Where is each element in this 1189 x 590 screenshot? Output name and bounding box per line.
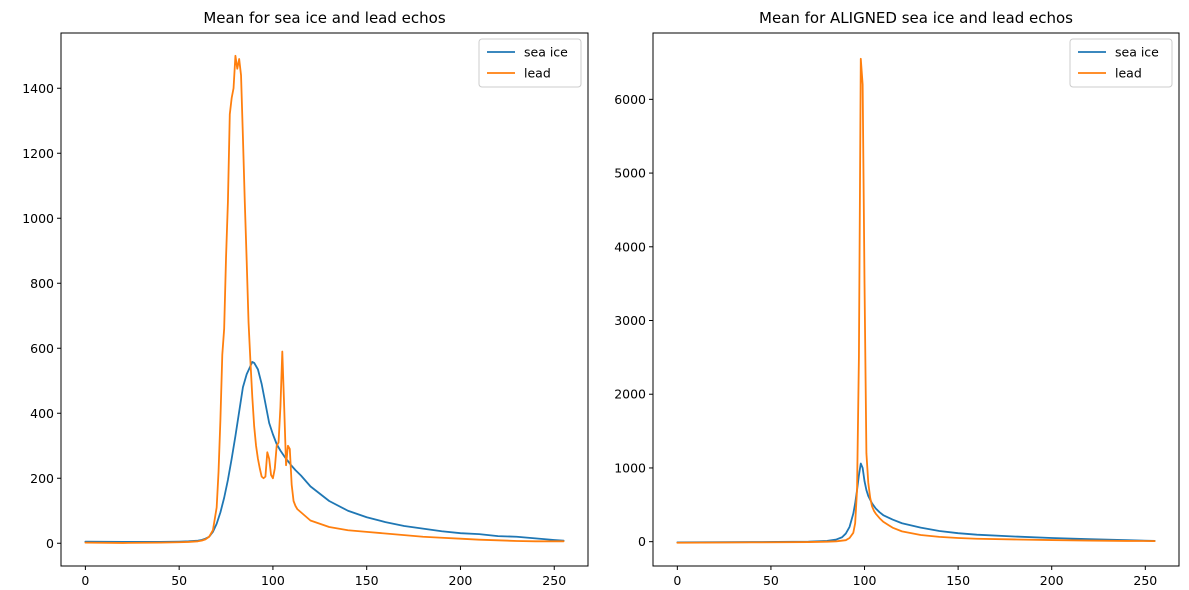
legend-box [478, 38, 582, 88]
y-tick-label: 400 [30, 406, 54, 421]
legend-label: lead [1115, 66, 1142, 81]
series-line-lead [676, 57, 1156, 544]
x-tick-label: 250 [1133, 573, 1157, 588]
y-tick-label: 1000 [22, 211, 54, 226]
axes-frame [652, 32, 1180, 567]
legend: sea ice lead [1069, 38, 1173, 88]
y-tick-label: 200 [30, 471, 54, 486]
y-tick-label: 3000 [614, 313, 646, 328]
y-tick-label: 4000 [614, 239, 646, 254]
legend-label: sea ice [1115, 45, 1159, 60]
left-chart-panel: Mean for sea ice and lead echos 0 50 100 150… [22, 9, 589, 588]
y-tick-label: 1200 [22, 146, 54, 161]
x-tick-label: 150 [355, 573, 379, 588]
y-tick-label: 5000 [614, 166, 646, 181]
x-tick-label: 250 [542, 573, 566, 588]
legend: sea ice lead [478, 38, 582, 88]
series-line-sea-ice [676, 462, 1156, 544]
series-line-sea-ice [84, 361, 565, 543]
y-tick-label: 6000 [614, 92, 646, 107]
y-tick-label: 600 [30, 341, 54, 356]
series-line-lead [84, 54, 565, 544]
x-tick-label: 100 [853, 573, 877, 588]
y-tick-label: 2000 [614, 387, 646, 402]
right-chart-panel: Mean for ALIGNED sea ice and lead echos 0… [614, 9, 1180, 588]
y-tick-label: 0 [638, 534, 646, 549]
x-tick-label: 200 [449, 573, 473, 588]
chart-title: Mean for ALIGNED sea ice and lead echos [759, 9, 1073, 27]
y-tick-label: 0 [46, 536, 54, 551]
x-tick-label: 50 [171, 573, 187, 588]
y-tick-label: 1000 [614, 460, 646, 475]
legend-label: sea ice [524, 45, 568, 60]
axes-frame [60, 32, 589, 567]
legend-label: lead [524, 66, 551, 81]
x-tick-label: 0 [81, 573, 89, 588]
legend-box [1069, 38, 1173, 88]
y-tick-label: 800 [30, 276, 54, 291]
y-tick-label: 1400 [22, 81, 54, 96]
x-tick-label: 150 [946, 573, 970, 588]
x-tick-label: 50 [763, 573, 779, 588]
x-tick-label: 0 [673, 573, 681, 588]
x-tick-label: 200 [1040, 573, 1064, 588]
x-tick-label: 100 [261, 573, 285, 588]
chart-title: Mean for sea ice and lead echos [203, 9, 445, 27]
